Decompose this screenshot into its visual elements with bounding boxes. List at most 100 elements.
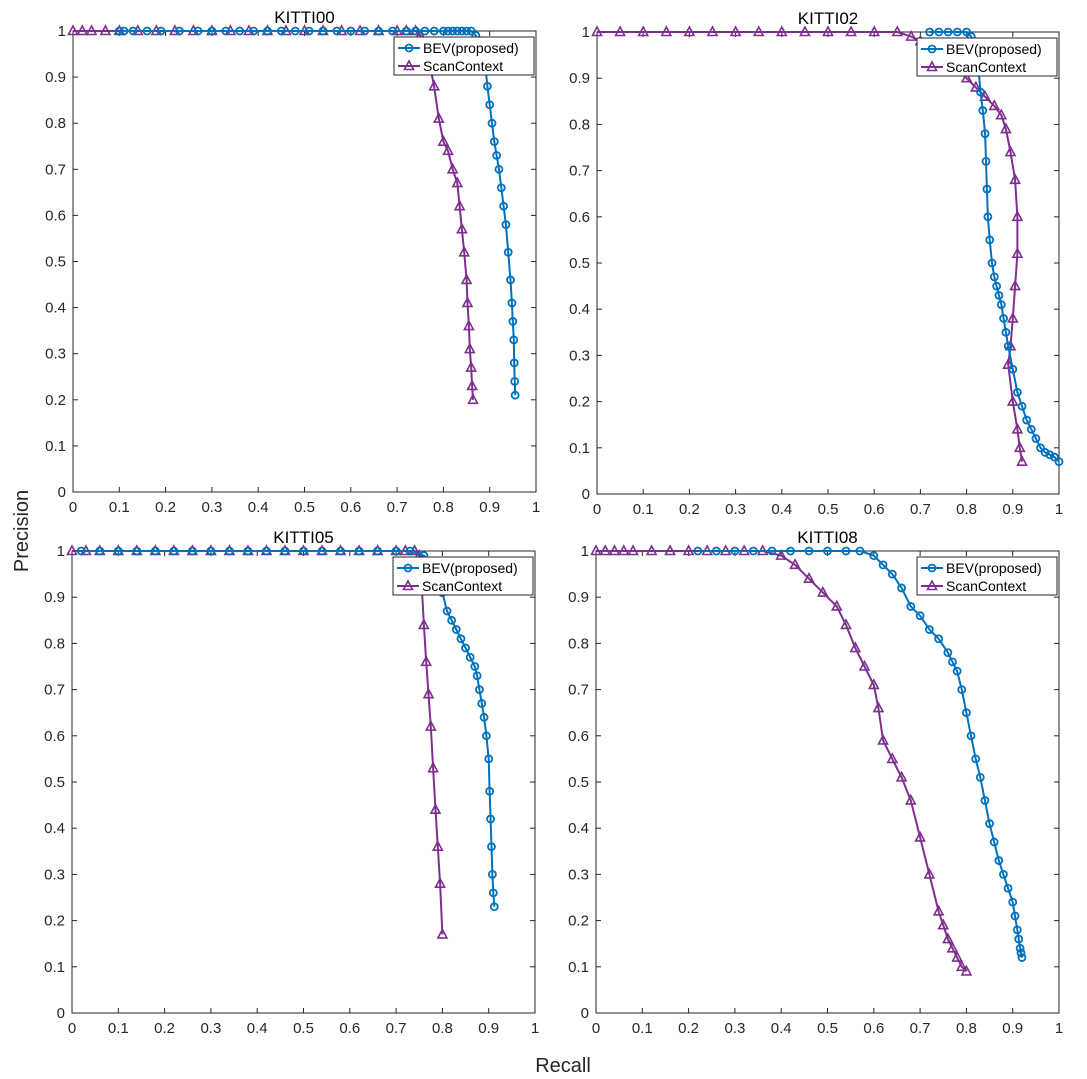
data-point <box>1036 443 1045 453</box>
data-point <box>979 89 991 101</box>
y-tick-label: 0.9 <box>569 70 590 87</box>
y-tick-label: 0.9 <box>45 69 66 86</box>
x-tick-label: 0.3 <box>724 1020 745 1037</box>
data-point <box>980 129 990 139</box>
data-point <box>496 183 506 193</box>
data-point <box>119 26 129 36</box>
data-point <box>446 162 459 174</box>
data-point <box>481 731 491 741</box>
data-point <box>693 546 703 556</box>
y-tick-label: 0.6 <box>45 207 66 224</box>
data-point <box>841 546 851 556</box>
data-point <box>952 27 962 37</box>
y-tick-label: 0.1 <box>44 959 65 976</box>
legend-marker-icon <box>402 579 414 591</box>
x-tick-label: 0.7 <box>386 1020 407 1037</box>
y-tick-label: 0.3 <box>44 866 65 883</box>
data-point <box>645 544 658 556</box>
x-tick-label: 0.2 <box>679 501 700 518</box>
data-point <box>992 281 1002 291</box>
data-point <box>1001 327 1011 337</box>
y-tick-label: 0.7 <box>44 682 65 699</box>
data-point <box>175 26 184 36</box>
legend-label: BEV(proposed) <box>423 40 519 56</box>
y-tick-label: 0.1 <box>569 440 590 457</box>
data-point <box>729 25 742 37</box>
x-tick-label: 0.7 <box>910 1020 931 1037</box>
y-tick-label: 0.4 <box>44 820 65 837</box>
data-point <box>981 156 991 166</box>
data-point <box>428 79 440 91</box>
data-point <box>1011 210 1024 222</box>
chart-panel-3: 0 0.1 0.2 0.3 0.4 0.5 0.6 0.7 0.8 0.9 1 0 0.1 0.2 0.3 0… <box>44 528 539 1037</box>
data-point <box>235 26 245 36</box>
x-tick-label: 0.4 <box>247 1020 268 1037</box>
data-point <box>485 100 495 110</box>
y-tick-label: 0.9 <box>44 589 65 606</box>
data-point <box>501 220 511 230</box>
data-point <box>508 317 518 326</box>
legend-label: ScanContext <box>422 578 502 594</box>
x-tick-label: 0 <box>68 1020 76 1037</box>
y-tick-label: 0.7 <box>45 161 66 178</box>
data-point <box>458 245 471 257</box>
data-point <box>1003 341 1013 351</box>
data-point <box>962 27 971 37</box>
data-point <box>867 678 880 690</box>
y-axis-label: Precision <box>11 490 33 572</box>
data-point <box>442 606 452 616</box>
chart-panel-2: 0 0.1 0.2 0.3 0.4 0.5 0.6 0.7 0.8 0.9 1 0 0.1 0.2 0.3 0… <box>569 9 1064 518</box>
legend-label: ScanContext <box>423 58 503 74</box>
legend-marker-icon <box>403 59 415 71</box>
data-point <box>994 290 1004 300</box>
data-point <box>262 546 271 556</box>
data-point <box>706 25 719 37</box>
data-point <box>373 546 382 556</box>
x-axis-label: Recall <box>535 1055 591 1077</box>
chart-title: KITTI02 <box>798 9 858 28</box>
data-point <box>971 754 981 764</box>
x-tick-label: 0.8 <box>432 1020 453 1037</box>
data-point <box>67 24 79 36</box>
data-point <box>463 342 476 354</box>
data-point <box>775 548 788 560</box>
data-point <box>479 712 489 722</box>
legend: BEV(proposed) ScanContext <box>916 37 1058 77</box>
data-point <box>391 546 401 556</box>
data-point <box>466 379 478 391</box>
data-point <box>418 618 430 630</box>
data-point <box>786 546 795 556</box>
data-point <box>943 648 953 658</box>
data-point <box>499 201 508 211</box>
data-point <box>424 719 437 731</box>
series-line <box>697 550 1023 958</box>
data-point <box>752 25 765 37</box>
data-point <box>1013 441 1026 453</box>
legend-label: ScanContext <box>946 578 1026 594</box>
data-point <box>1016 948 1026 958</box>
data-point <box>128 26 138 36</box>
legend-label: BEV(proposed) <box>946 41 1042 57</box>
data-point <box>243 546 253 556</box>
data-point <box>983 212 993 222</box>
data-point <box>1010 911 1020 921</box>
data-point <box>858 659 871 671</box>
data-point <box>682 544 695 556</box>
data-point <box>1002 357 1015 369</box>
data-point <box>299 546 308 556</box>
y-tick-label: 1 <box>581 543 589 560</box>
y-tick-label: 0 <box>582 486 590 503</box>
data-point <box>849 641 862 653</box>
data-point <box>749 546 758 556</box>
data-point <box>915 611 925 621</box>
y-tick-label: 0.2 <box>45 392 66 409</box>
data-point <box>477 699 487 708</box>
data-point <box>905 29 917 41</box>
data-point <box>451 176 464 188</box>
legend-marker-icon <box>926 60 938 72</box>
data-point <box>617 544 630 556</box>
x-tick-label: 0.4 <box>248 499 269 516</box>
chart-title: KITTI00 <box>274 8 334 27</box>
x-tick-label: 0.9 <box>1002 501 1023 518</box>
data-point <box>660 25 673 37</box>
